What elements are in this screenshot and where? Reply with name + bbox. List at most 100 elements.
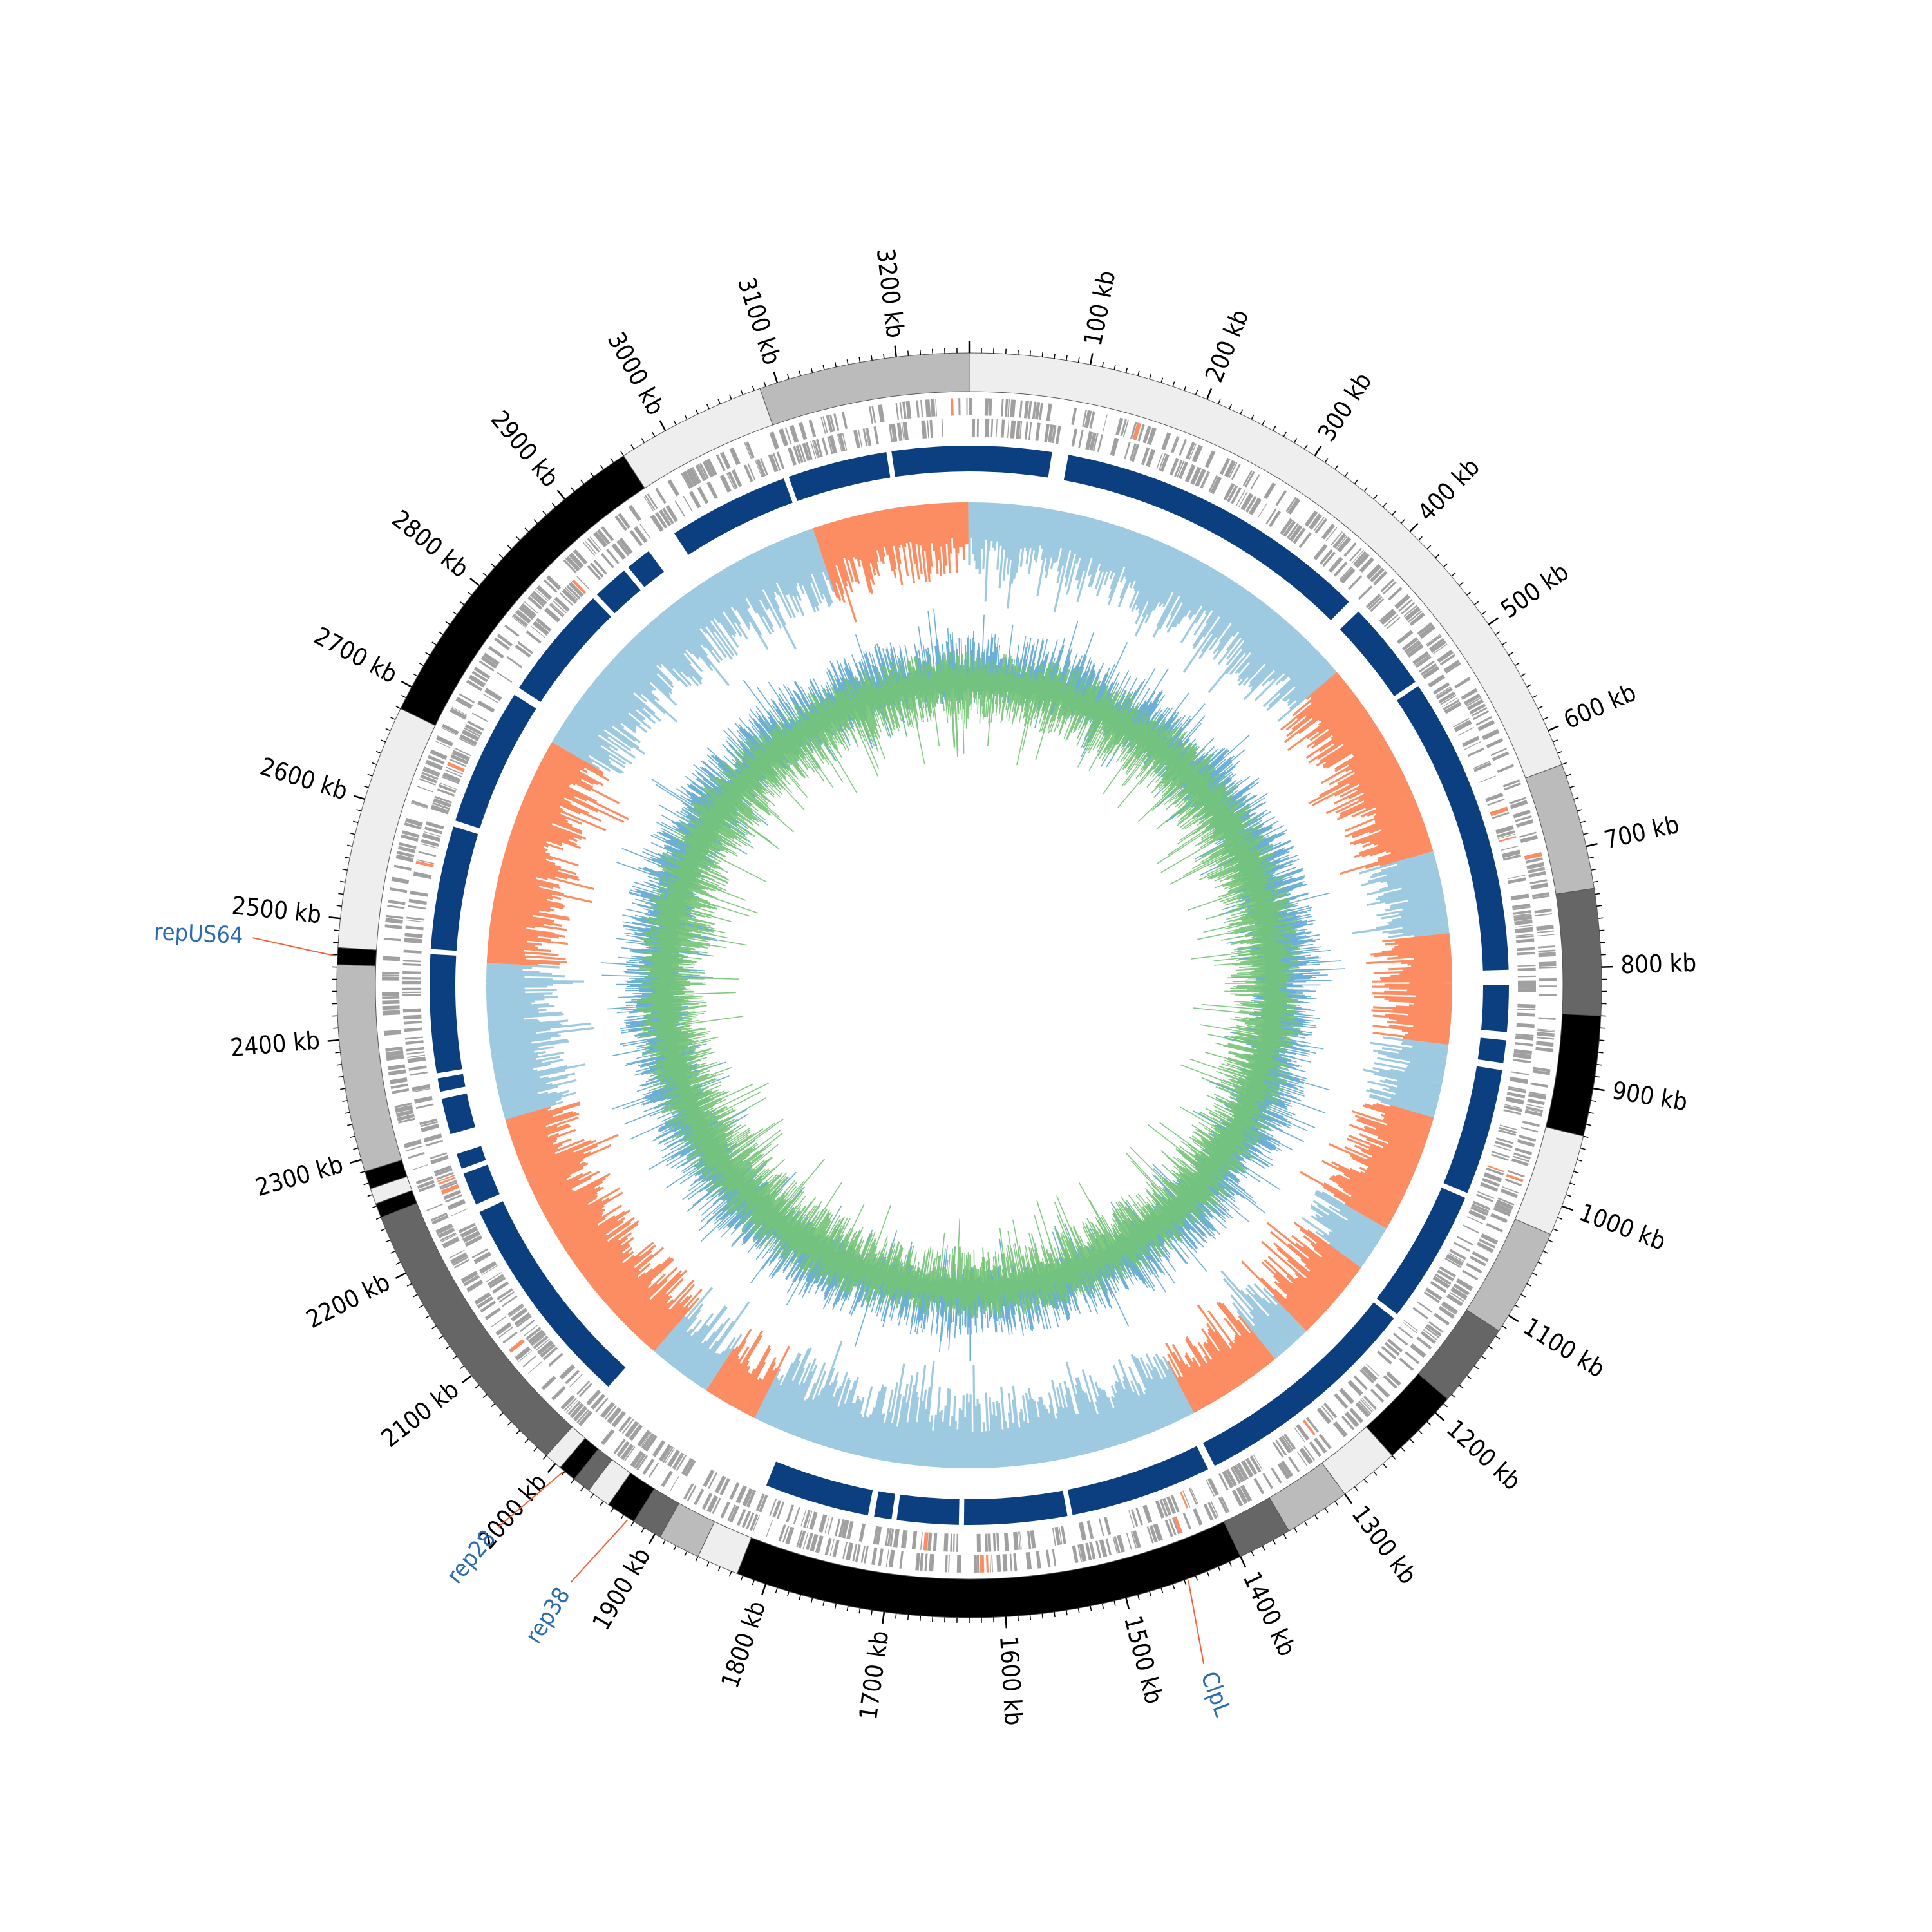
gene-feature: [543, 579, 558, 593]
gene-feature: [527, 1329, 544, 1344]
kb-label: 1400 kb: [1237, 1567, 1302, 1661]
gene-feature: [1420, 663, 1437, 676]
gene-feature: [969, 398, 973, 416]
gene-feature: [1372, 571, 1388, 585]
gene-feature: [755, 459, 766, 477]
gene-feature: [1170, 1495, 1180, 1513]
gene-feature: [1079, 1544, 1087, 1562]
gene-feature: [1201, 471, 1211, 489]
gene-feature: [600, 1401, 616, 1419]
gene-feature: [1236, 1486, 1249, 1504]
minor-tick: [1481, 1356, 1486, 1359]
gene-feature: [591, 1394, 606, 1410]
gene-feature: [793, 1506, 800, 1525]
gene-feature: [1359, 1368, 1375, 1384]
minor-tick: [1172, 381, 1175, 387]
gene-feature: [1514, 919, 1533, 925]
minor-tick: [452, 611, 457, 615]
minor-tick: [1125, 367, 1128, 373]
minor-tick: [390, 1250, 396, 1254]
kb-label: 1700 kb: [854, 1629, 894, 1722]
gene-feature: [647, 493, 658, 509]
gene-feature: [414, 1095, 433, 1104]
minor-tick: [1382, 1463, 1387, 1468]
gene-feature: [898, 422, 903, 441]
gene-feature: [1437, 649, 1454, 663]
gene-feature: [1299, 1447, 1313, 1464]
minor-tick: [695, 409, 699, 415]
gene-feature: [1517, 975, 1536, 978]
minor-tick: [590, 472, 594, 477]
gene-feature: [385, 1050, 404, 1057]
minor-tick: [695, 1556, 699, 1562]
gene-feature: [409, 1071, 428, 1076]
gene-feature: [1419, 625, 1436, 639]
gene-feature: [508, 1339, 525, 1353]
gene-feature: [703, 1470, 715, 1488]
minor-tick: [871, 355, 873, 361]
gene-tracks: [382, 398, 1557, 1573]
gene-feature: [866, 428, 872, 446]
gene-feature: [1423, 1291, 1440, 1303]
gene-feature: [382, 999, 400, 1005]
gene-feature: [453, 1258, 470, 1269]
major-tick: [1593, 1087, 1605, 1092]
minor-tick: [1382, 502, 1387, 507]
gene-feature: [1416, 1336, 1432, 1350]
gene-feature: [1513, 910, 1531, 915]
gene-feature: [1394, 594, 1411, 609]
minor-tick: [395, 706, 401, 709]
gene-feature: [755, 460, 762, 478]
gene-feature: [621, 1419, 634, 1434]
minor-tick: [336, 905, 342, 907]
gene-feature: [1227, 485, 1238, 502]
minor-tick: [542, 511, 547, 516]
gene-feature: [386, 1054, 404, 1061]
minor-tick: [1569, 1182, 1575, 1186]
gene-feature: [403, 1014, 422, 1020]
minor-tick: [1443, 563, 1448, 568]
minor-tick: [1526, 1283, 1532, 1287]
minor-tick: [1557, 750, 1563, 754]
gene-feature: [1495, 1199, 1514, 1210]
gene-feature: [404, 933, 423, 938]
gene-feature: [893, 1529, 900, 1548]
minor-tick: [395, 1262, 401, 1265]
gene-feature: [729, 1505, 739, 1523]
gene-feature: [431, 1215, 449, 1225]
gene-feature: [1506, 1092, 1526, 1099]
contig-segment: [1555, 887, 1602, 1016]
gene-feature: [1515, 934, 1534, 936]
minor-tick: [620, 1514, 624, 1520]
gene-feature: [714, 1475, 726, 1493]
minor-tick: [340, 1088, 346, 1090]
gene-feature: [1257, 502, 1267, 519]
minor-tick: [345, 1112, 350, 1114]
gene-feature: [1536, 925, 1554, 931]
gene-feature: [423, 766, 440, 775]
minor-tick: [353, 1147, 359, 1150]
gene-feature: [437, 1227, 455, 1238]
gene-feature: [604, 1405, 618, 1420]
skew-positive-block: [1352, 851, 1450, 938]
gene-feature: [1405, 641, 1421, 655]
gene-feature: [439, 1180, 457, 1188]
gene-feature: [1249, 1455, 1262, 1473]
minor-tick: [367, 1194, 373, 1197]
gene-feature: [1486, 737, 1504, 748]
gene-feature: [1463, 693, 1481, 706]
gene-feature: [873, 426, 879, 445]
gene-feature: [644, 495, 656, 511]
gene-feature: [1499, 1124, 1518, 1131]
minor-tick: [799, 1595, 801, 1600]
minor-tick: [1553, 1228, 1558, 1231]
gene-feature: [530, 625, 545, 638]
gene-feature: [1168, 1519, 1177, 1536]
gene-feature: [1538, 949, 1556, 952]
gene-feature: [1510, 800, 1528, 810]
gene-feature: [809, 1511, 818, 1530]
gene-feature: [1379, 608, 1394, 622]
gene-feature: [777, 1501, 785, 1519]
gene-feature: [1220, 1496, 1230, 1513]
gene-feature: [611, 543, 626, 560]
